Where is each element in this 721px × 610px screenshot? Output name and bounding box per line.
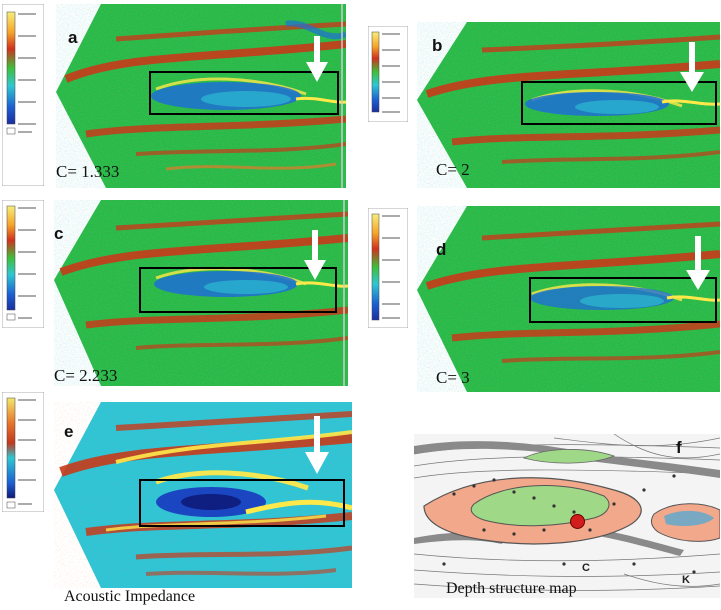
panel-letter-a: a	[68, 28, 78, 47]
highlight-box	[529, 277, 717, 323]
panel-letter-c: c	[54, 224, 64, 243]
down-arrow-icon	[686, 236, 710, 290]
seismic-panel-d: d C= 3	[412, 206, 720, 392]
c-value-d: C= 3	[436, 368, 470, 387]
seismic-panel-a: a C= 1.333	[46, 4, 346, 188]
fault-zone	[414, 441, 574, 456]
impedance-section	[54, 402, 352, 588]
seismic-panel-b: b C= 2	[412, 22, 720, 188]
impedance-panel-e: e Acoustic Impedance	[46, 402, 352, 605]
c-value-c: C= 2.233	[54, 366, 118, 385]
color-scale-legend-b	[367, 25, 409, 127]
seismic-section	[417, 22, 720, 188]
seismic-section	[56, 4, 346, 188]
highlight-box	[149, 71, 339, 115]
panel-letter-d: d	[436, 240, 447, 259]
c-value-b: C= 2	[436, 160, 470, 179]
color-scale-legend-e	[1, 391, 45, 517]
seismic-panel-c: c C= 2.233	[46, 200, 348, 386]
panel-letter-f: f	[676, 438, 682, 457]
highlight-box	[521, 81, 717, 125]
depth-structure-map-panel: f C K	[414, 434, 720, 598]
panel-letter-e: e	[64, 422, 74, 441]
caption-depth-structure-map: Depth structure map	[446, 580, 577, 597]
down-arrow-icon	[305, 416, 329, 474]
well-markers	[442, 474, 696, 574]
well-location-icon	[570, 514, 585, 529]
caption-acoustic-impedance: Acoustic Impedance	[64, 588, 196, 605]
highlight-box	[139, 267, 337, 313]
color-scale-legend-d	[367, 207, 409, 333]
color-scale-legend-a	[1, 3, 45, 191]
down-arrow-icon	[680, 42, 704, 92]
down-arrow-icon	[304, 230, 326, 280]
map-label-c: C	[582, 562, 590, 574]
map-label-k: K	[682, 574, 690, 586]
down-arrow-icon	[306, 36, 328, 82]
seismic-section	[54, 200, 348, 386]
c-value-a: C= 1.333	[56, 162, 120, 181]
panel-letter-b: b	[432, 36, 443, 55]
highlight-box	[139, 479, 345, 527]
color-scale-legend-c	[1, 199, 45, 333]
seismic-section	[417, 206, 720, 392]
